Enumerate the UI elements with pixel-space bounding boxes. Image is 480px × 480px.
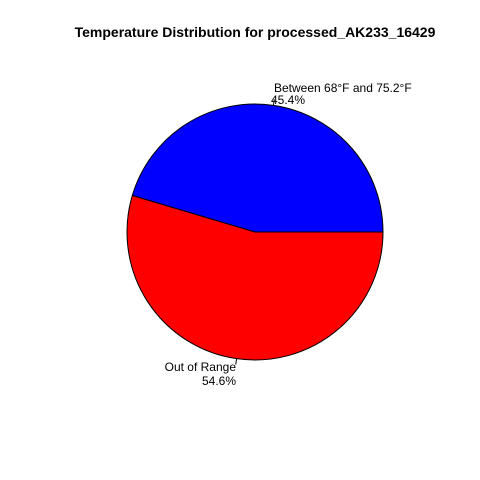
slice-label-in-range: Between 68°F and 75.2°F <box>274 81 412 95</box>
label-leader-lines <box>235 99 275 365</box>
pie-slice-out-of-range-leader-line <box>235 358 238 365</box>
pie-slice-in-range <box>131 103 384 233</box>
pie-slice-in-range-leader-line <box>272 99 275 106</box>
slice-label-out-of-range: Out of Range <box>165 360 237 374</box>
chart-title: Temperature Distribution for processed_A… <box>75 24 436 40</box>
pie-slices <box>126 103 384 361</box>
slice-percent-out-of-range: 54.6% <box>202 374 236 388</box>
slice-percent-in-range: 45.4% <box>271 93 305 107</box>
pie-slice-out-of-range <box>126 194 384 361</box>
